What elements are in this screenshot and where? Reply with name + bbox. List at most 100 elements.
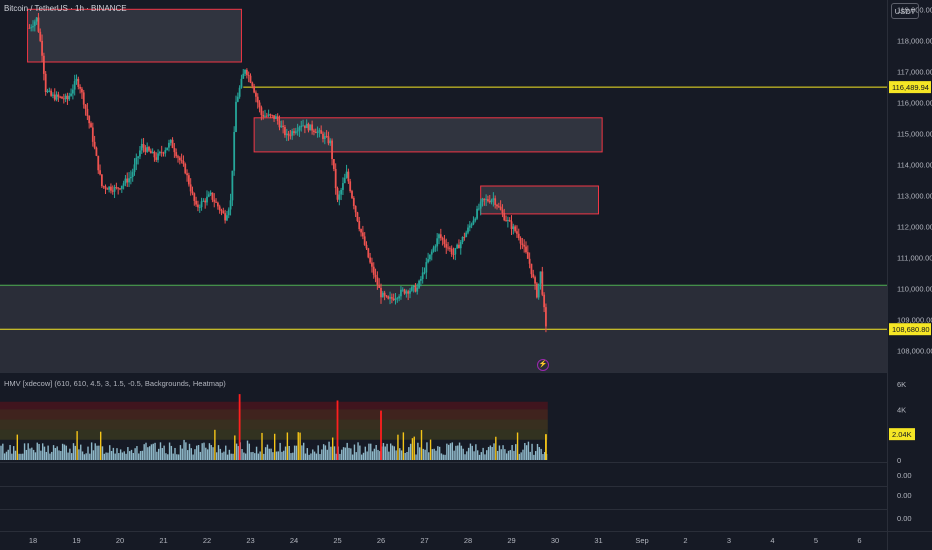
candle-body	[369, 257, 372, 263]
candle-body	[52, 94, 54, 96]
candle-body	[325, 136, 328, 137]
candle-body	[387, 296, 390, 299]
volume-bar	[400, 450, 403, 460]
candle-body	[356, 212, 359, 221]
candle-body	[133, 164, 136, 173]
bolt-icon[interactable]: ⚡	[537, 359, 549, 371]
candle-body	[102, 186, 105, 187]
pane-separator	[0, 486, 887, 487]
price-tick-label: 109,000.00	[897, 315, 932, 324]
volume-bar	[364, 446, 367, 460]
volume-bar	[413, 436, 415, 460]
pane-separator	[0, 509, 887, 510]
volume-bar	[418, 447, 421, 460]
candle-body	[187, 175, 190, 185]
candle-body	[376, 277, 379, 285]
time-axis[interactable]: 18 19 20 21 22 23 24 25 26 27 28 29 30 31 Sep 2 3 4 5 6	[29, 536, 862, 545]
volume-bar	[49, 453, 51, 460]
volume-bar	[442, 454, 444, 460]
candle-body	[75, 78, 78, 82]
candle-body	[245, 69, 248, 76]
volume-bar	[226, 454, 229, 460]
volume-bar	[45, 451, 48, 460]
volume-bar	[437, 446, 439, 460]
candle-body	[313, 130, 315, 133]
price-marker-badge	[889, 81, 931, 94]
candle-body	[46, 90, 49, 93]
candle-body	[305, 123, 308, 129]
candle-body	[177, 156, 179, 158]
candle-body	[169, 139, 172, 143]
volume-bar	[177, 454, 180, 460]
candle-body	[296, 130, 299, 132]
candle-body	[381, 292, 384, 298]
candle-body	[327, 136, 330, 144]
volume-bar	[174, 447, 176, 460]
candle-body	[307, 123, 310, 131]
volume-bar	[172, 453, 174, 460]
price-marker-badge	[889, 323, 931, 336]
volume-bar	[101, 446, 104, 460]
volume-bar	[259, 451, 261, 460]
candle-body	[215, 201, 217, 203]
candle-body	[91, 127, 94, 142]
candle-body	[434, 246, 437, 248]
candle-body	[438, 234, 440, 239]
price-tick-label: 118,000.00	[897, 36, 932, 45]
volume-bar	[217, 445, 220, 460]
candle-body	[273, 115, 275, 119]
candle-body	[218, 206, 221, 211]
currency-button[interactable]: USDT	[891, 3, 919, 19]
volume-bar	[20, 453, 22, 460]
heatmap-band	[0, 429, 548, 440]
candle-body	[53, 94, 56, 100]
candle-body	[303, 125, 306, 129]
volume-bar	[154, 442, 156, 460]
candle-body	[490, 199, 493, 203]
price-axis[interactable]: 119,000.00 118,000.00 117,000.00 116,000.00…	[889, 5, 932, 355]
volume-bar	[440, 453, 443, 460]
volume-bar	[391, 445, 394, 460]
candle-body	[447, 247, 449, 249]
candle-body	[271, 115, 274, 116]
candle-body	[195, 200, 198, 205]
candle-body	[198, 207, 201, 208]
indicator-title[interactable]: HMV [xdecow] (610, 610, 4.5, 3, 1.5, -0.…	[4, 379, 226, 388]
volume-bar	[393, 446, 396, 460]
volume-bar	[188, 443, 191, 460]
volume-bar	[447, 444, 450, 460]
volume-bar	[264, 447, 267, 460]
volume-bar	[268, 448, 270, 460]
candle-body	[499, 206, 502, 210]
volume-bar	[500, 449, 502, 460]
candle-body	[274, 116, 277, 119]
volume-bar	[402, 432, 405, 460]
volume-bar	[0, 445, 2, 460]
candle-body	[32, 26, 34, 28]
volume-bar	[529, 451, 531, 460]
volume-bar	[420, 430, 423, 460]
volume-bar	[206, 449, 209, 460]
volume-bar	[408, 447, 410, 460]
candle-body	[543, 294, 546, 308]
volume-bar	[109, 445, 111, 460]
candle-body	[521, 243, 524, 246]
volume-bar	[525, 445, 528, 460]
volume-bar	[326, 449, 328, 460]
volume-bar	[40, 450, 42, 460]
candle-body	[510, 221, 513, 230]
volume-bar	[152, 443, 154, 460]
volume-bar	[480, 452, 483, 460]
candle-body	[100, 174, 103, 187]
candle-body	[216, 202, 219, 207]
candle-body	[142, 143, 145, 148]
volume-bar	[273, 433, 276, 460]
volume-bar	[61, 443, 64, 460]
time-tick-label: 20	[116, 536, 124, 545]
candle-body	[394, 298, 397, 300]
volume-bar	[168, 442, 171, 460]
candle-body	[233, 131, 236, 171]
candle-body	[162, 152, 165, 154]
volume-bar	[341, 449, 343, 460]
